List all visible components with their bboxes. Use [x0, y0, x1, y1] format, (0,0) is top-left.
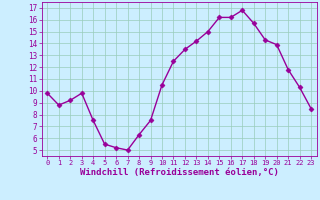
X-axis label: Windchill (Refroidissement éolien,°C): Windchill (Refroidissement éolien,°C): [80, 168, 279, 177]
